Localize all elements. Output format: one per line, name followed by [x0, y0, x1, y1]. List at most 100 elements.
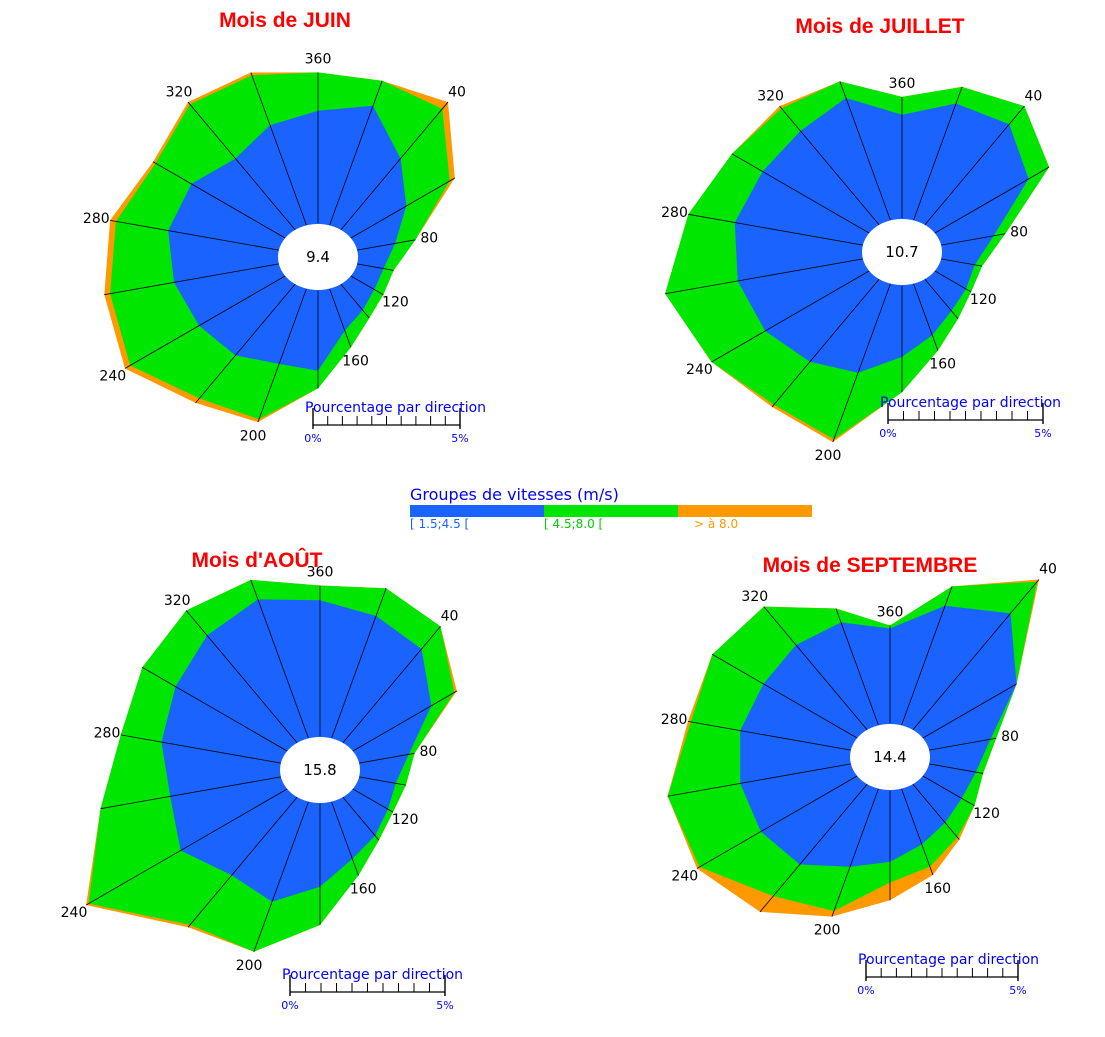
direction-label: 120: [382, 295, 409, 311]
direction-spoke: [831, 788, 879, 917]
calm-value: 10.7: [885, 243, 918, 261]
scale-title: Pourcentage par direction: [305, 400, 486, 416]
direction-spoke: [124, 273, 289, 369]
calm-circle: [278, 224, 358, 290]
direction-spoke: [923, 737, 997, 752]
direction-spoke: [104, 262, 285, 296]
chart-title: Mois d'AOÛT: [192, 548, 323, 572]
direction-spoke: [349, 786, 394, 813]
direction-label: 240: [61, 905, 88, 921]
windrose-septembre: Mois de SEPTEMBRE 14.4 360 40 80 120 160 200 2…: [661, 554, 1057, 997]
direction-spoke: [911, 782, 960, 840]
direction-label: 40: [1024, 88, 1042, 104]
direction-spoke: [935, 257, 983, 267]
direction-label: 280: [83, 211, 110, 227]
direction-spoke: [832, 283, 891, 443]
direction-label: 200: [814, 923, 841, 939]
direction-spoke: [110, 219, 285, 252]
direction-spoke: [771, 277, 881, 408]
direction-label: 80: [420, 230, 438, 246]
chart-title: Mois de JUIN: [219, 9, 351, 32]
calm-circle: [850, 724, 930, 790]
direction-label: 360: [889, 76, 916, 92]
legend-swatch-low: [410, 505, 544, 517]
direction-label: 160: [342, 353, 369, 369]
direction-label: 200: [240, 428, 267, 444]
direction-spoke: [664, 257, 869, 295]
direction-spoke: [351, 262, 394, 271]
direction-label: 320: [166, 84, 193, 100]
direction-spoke: [759, 782, 869, 913]
direction-label: 360: [305, 51, 332, 67]
direction-spoke: [839, 81, 891, 221]
direction-label: 240: [99, 369, 126, 385]
direction-label: 160: [350, 882, 377, 898]
direction-label: 120: [973, 806, 1000, 822]
legend-label-low: [ 1.5;4.5 [: [410, 517, 469, 531]
direction-label: 360: [877, 605, 904, 621]
direction-label: 320: [164, 593, 191, 609]
calm-circle: [862, 219, 942, 285]
direction-label: 200: [236, 958, 263, 974]
direction-spoke: [349, 690, 458, 754]
direction-spoke: [667, 762, 857, 797]
direction-label: 280: [94, 725, 121, 741]
scale-title: Pourcentage par direction: [880, 395, 1061, 411]
direction-label: 360: [307, 565, 334, 581]
direction-label: 40: [1039, 562, 1057, 578]
direction-spoke: [901, 788, 934, 876]
direction-spoke: [347, 177, 456, 241]
direction-label: 240: [671, 869, 698, 885]
direction-label: 240: [686, 362, 713, 378]
direction-label: 280: [661, 712, 688, 728]
direction-spoke: [85, 786, 291, 906]
scale-max-label: 5%: [1034, 427, 1051, 440]
direction-spoke: [935, 233, 1006, 247]
direction-spoke: [339, 101, 449, 232]
speed-legend: Groupes de vitesses (m/s) [ 1.5;4.5 [ [ …: [410, 485, 812, 531]
direction-spoke: [347, 273, 384, 296]
direction-spoke: [931, 268, 972, 293]
direction-spoke: [329, 288, 352, 348]
scale-title: Pourcentage par direction: [858, 952, 1039, 968]
direction-spoke: [253, 801, 309, 952]
scale-min-label: 0%: [857, 984, 874, 997]
direction-label: 80: [419, 744, 437, 760]
direction-spoke: [919, 773, 975, 807]
scale-max-label: 5%: [1009, 984, 1026, 997]
calm-circle: [280, 737, 360, 803]
direction-spoke: [120, 734, 287, 765]
direction-spoke: [351, 239, 416, 252]
calm-value: 15.8: [303, 761, 336, 779]
direction-spoke: [341, 795, 380, 841]
direction-spoke: [712, 654, 861, 741]
windrose-juillet: Mois de JUILLET 10.7 360 40 80 120 160 200 240…: [661, 15, 1061, 464]
windrose-juin: Mois de JUIN 9.4 360 40 80 120 160 200 240 280 3…: [83, 9, 486, 445]
direction-spoke: [353, 775, 406, 786]
direction-spoke: [250, 72, 307, 226]
direction-spoke: [353, 752, 415, 765]
direction-spoke: [711, 268, 873, 363]
legend-label-mid: [ 4.5;8.0 [: [544, 517, 603, 531]
direction-label: 40: [441, 609, 459, 625]
direction-label: 320: [757, 88, 784, 104]
direction-spoke: [195, 282, 297, 404]
direction-spoke: [901, 586, 953, 726]
calm-value: 14.4: [873, 748, 906, 766]
direction-label: 40: [448, 84, 466, 100]
direction-spoke: [779, 105, 881, 227]
direction-spoke: [341, 626, 441, 745]
percentage-scale: Pourcentage par direction 0% 5%: [304, 400, 486, 445]
direction-spoke: [913, 283, 939, 351]
direction-label: 160: [929, 357, 956, 373]
scale-max-label: 5%: [436, 999, 453, 1012]
direction-label: 80: [1010, 224, 1028, 240]
calm-value: 9.4: [306, 248, 330, 266]
chart-title: Mois de JUILLET: [795, 15, 964, 38]
direction-spoke: [923, 105, 1025, 227]
windrose-aout: Mois d'AOÛT 15.8 360 40 80 120 160 200 240 280 3…: [61, 548, 463, 1012]
direction-spoke: [687, 720, 857, 752]
percentage-scale: Pourcentage par direction 0% 5%: [857, 952, 1039, 997]
scale-title: Pourcentage par direction: [282, 967, 463, 983]
